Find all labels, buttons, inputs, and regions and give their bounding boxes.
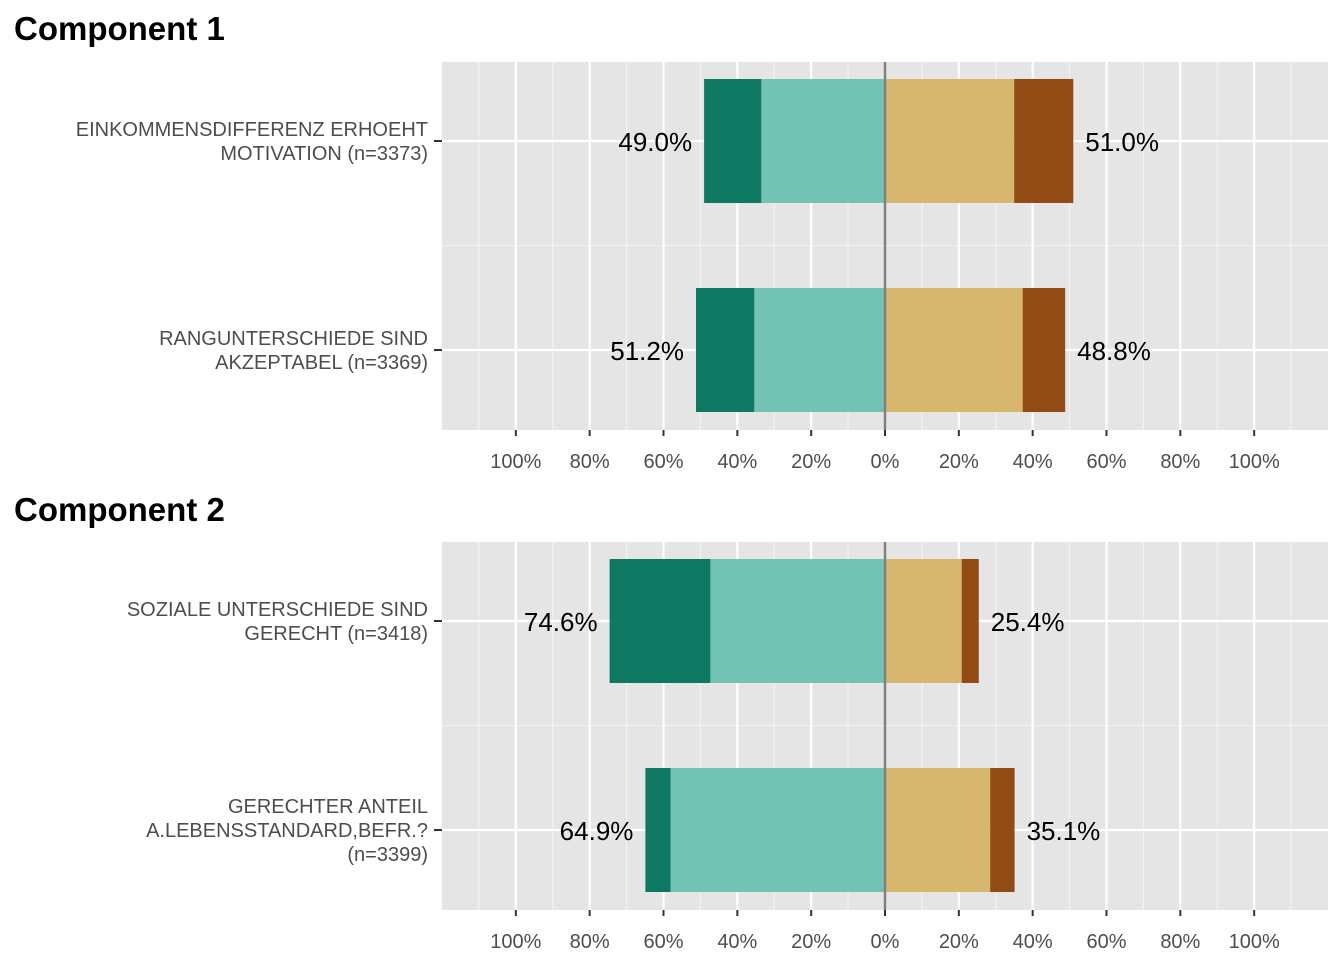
x-tick-label: 20% (939, 451, 979, 473)
x-tick-label: 80% (570, 931, 610, 953)
x-tick-label: 40% (717, 931, 757, 953)
x-tick-label: 60% (643, 931, 683, 953)
x-tick-label: 20% (791, 931, 831, 953)
bar-segment-disagree (670, 768, 885, 892)
category-label: SOZIALE UNTERSCHIEDE SIND (127, 599, 428, 621)
left-percent-label: 49.0% (618, 127, 692, 157)
category-label: MOTIVATION (n=3373) (220, 143, 428, 165)
x-tick-label: 40% (1013, 931, 1053, 953)
panel-component-1: Component 1 49.0% 51.0% EINKOMMENSDIFFEREN… (14, 10, 1328, 473)
right-percent-label: 51.0% (1085, 127, 1159, 157)
bar-segment-agree (885, 288, 1023, 412)
x-tick-label: 80% (570, 451, 610, 473)
x-tick-label: 80% (1160, 931, 1200, 953)
x-tick-label: 100% (490, 451, 541, 473)
x-tick-label: 40% (717, 451, 757, 473)
x-tick-label: 100% (1229, 931, 1280, 953)
bar-segment-strongly-agree (1014, 79, 1074, 203)
bar-segment-disagree (761, 79, 885, 203)
category-label: GERECHTER ANTEIL (228, 796, 428, 818)
bar-segment-disagree (710, 559, 885, 683)
category-label: A.LEBENSSTANDARD,BEFR.? (146, 820, 428, 842)
x-tick-label: 100% (490, 931, 541, 953)
category-label: (n=3399) (347, 844, 428, 866)
x-tick-label: 60% (643, 451, 683, 473)
left-percent-label: 74.6% (524, 607, 598, 637)
x-tick-label: 60% (1086, 931, 1126, 953)
x-tick-label: 20% (939, 931, 979, 953)
left-percent-label: 64.9% (560, 816, 634, 846)
bar-segment-strongly-disagree (645, 768, 671, 892)
bar-segment-strongly-agree (1022, 288, 1066, 412)
bar-segment-agree (885, 768, 991, 892)
x-tick-label: 0% (871, 451, 900, 473)
right-percent-label: 25.4% (991, 607, 1065, 637)
bar-segment-disagree (754, 288, 885, 412)
bar-segment-agree (885, 79, 1015, 203)
bar-segment-strongly-disagree (609, 559, 711, 683)
right-percent-label: 35.1% (1027, 816, 1101, 846)
panel-title: Component 2 (14, 491, 225, 528)
bar-segment-strongly-agree (990, 768, 1015, 892)
bar-segment-strongly-disagree (704, 79, 762, 203)
category-label: RANGUNTERSCHIEDE SIND (159, 328, 428, 350)
bar-segment-agree (885, 559, 962, 683)
bar-segment-strongly-disagree (695, 288, 755, 412)
category-label: GERECHT (n=3418) (244, 623, 428, 645)
x-tick-label: 100% (1229, 451, 1280, 473)
x-tick-label: 80% (1160, 451, 1200, 473)
x-tick-label: 60% (1086, 451, 1126, 473)
x-tick-label: 40% (1013, 451, 1053, 473)
category-label: AKZEPTABEL (n=3369) (215, 352, 428, 374)
right-percent-label: 48.8% (1077, 336, 1151, 366)
category-label: EINKOMMENSDIFFERENZ ERHOEHT (76, 119, 428, 141)
left-percent-label: 51.2% (610, 336, 684, 366)
panel-title: Component 1 (14, 10, 225, 47)
panel-component-2: Component 2 74.6% 25.4% SOZIALE UNTERSCHIE… (14, 491, 1328, 953)
bar-segment-strongly-agree (961, 559, 979, 683)
x-tick-label: 20% (791, 451, 831, 473)
x-tick-label: 0% (871, 931, 900, 953)
